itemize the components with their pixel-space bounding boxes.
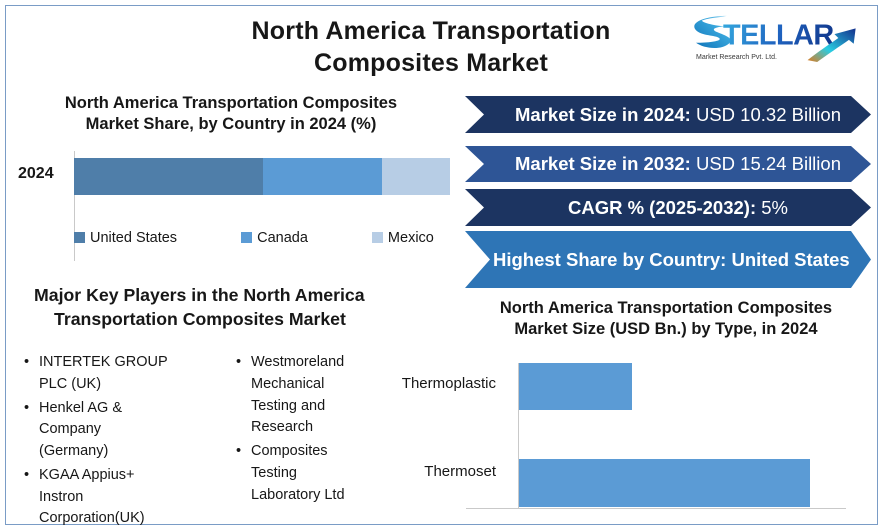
svg-text:Market Research Pvt. Ltd.: Market Research Pvt. Ltd.	[696, 54, 777, 61]
svg-text:TELLAR: TELLAR	[723, 20, 834, 52]
